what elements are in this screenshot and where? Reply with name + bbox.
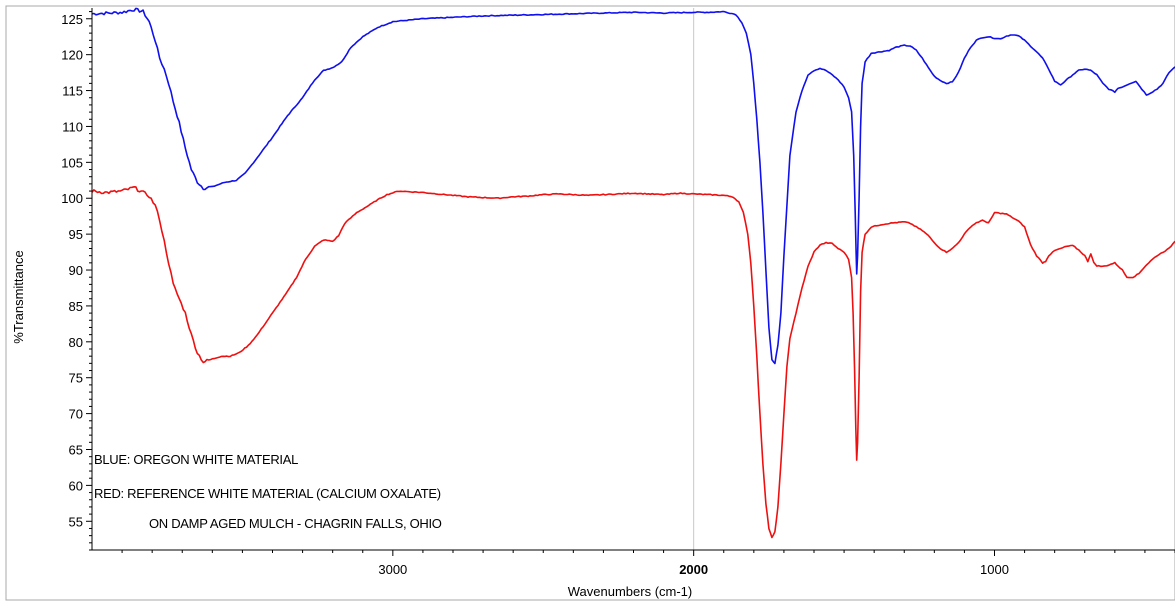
y-tick-label: 95 xyxy=(69,227,83,242)
y-tick-label: 100 xyxy=(61,191,83,206)
tick-layer: 55 60 65 70 75 80 85 90 95 100 105 110 115 120 125 3000… xyxy=(61,11,1175,577)
x-tick-label: 3000 xyxy=(378,562,407,577)
series-red-line xyxy=(91,186,1175,539)
y-tick-label: 120 xyxy=(61,48,83,63)
y-tick-label: 115 xyxy=(62,84,83,99)
annotation-layer: BLUE: OREGON WHITE MATERIAL RED: REFEREN… xyxy=(94,452,442,531)
plot-frame-outer xyxy=(5,5,1175,601)
y-tick-label: 105 xyxy=(61,155,83,170)
y-tick-label: 90 xyxy=(69,263,83,278)
y-tick-label: 85 xyxy=(69,299,83,314)
x-axis-title: Wavenumbers (cm-1) xyxy=(568,584,692,599)
y-tick-label: 70 xyxy=(69,407,83,422)
y-tick-label: 75 xyxy=(69,371,83,386)
annotation-blue-legend: BLUE: OREGON WHITE MATERIAL xyxy=(94,452,298,467)
y-tick-label: 80 xyxy=(69,335,83,350)
x-tick-label: 2000 xyxy=(679,562,708,577)
annotation-red-legend: RED: REFERENCE WHITE MATERIAL (CALCIUM O… xyxy=(94,486,441,501)
y-tick-label: 125 xyxy=(61,12,83,27)
y-tick-label: 65 xyxy=(69,442,83,457)
series-blue-line xyxy=(91,7,1175,365)
x-tick-label: 1000 xyxy=(980,562,1009,577)
y-tick-label: 110 xyxy=(62,119,83,134)
y-axis-title: %Transmittance xyxy=(11,250,26,343)
annotation-red-location: ON DAMP AGED MULCH - CHAGRIN FALLS, OHIO xyxy=(149,516,442,531)
series-layer xyxy=(91,7,1175,539)
y-tick-label: 55 xyxy=(69,514,83,529)
y-tick-label: 60 xyxy=(69,478,83,493)
